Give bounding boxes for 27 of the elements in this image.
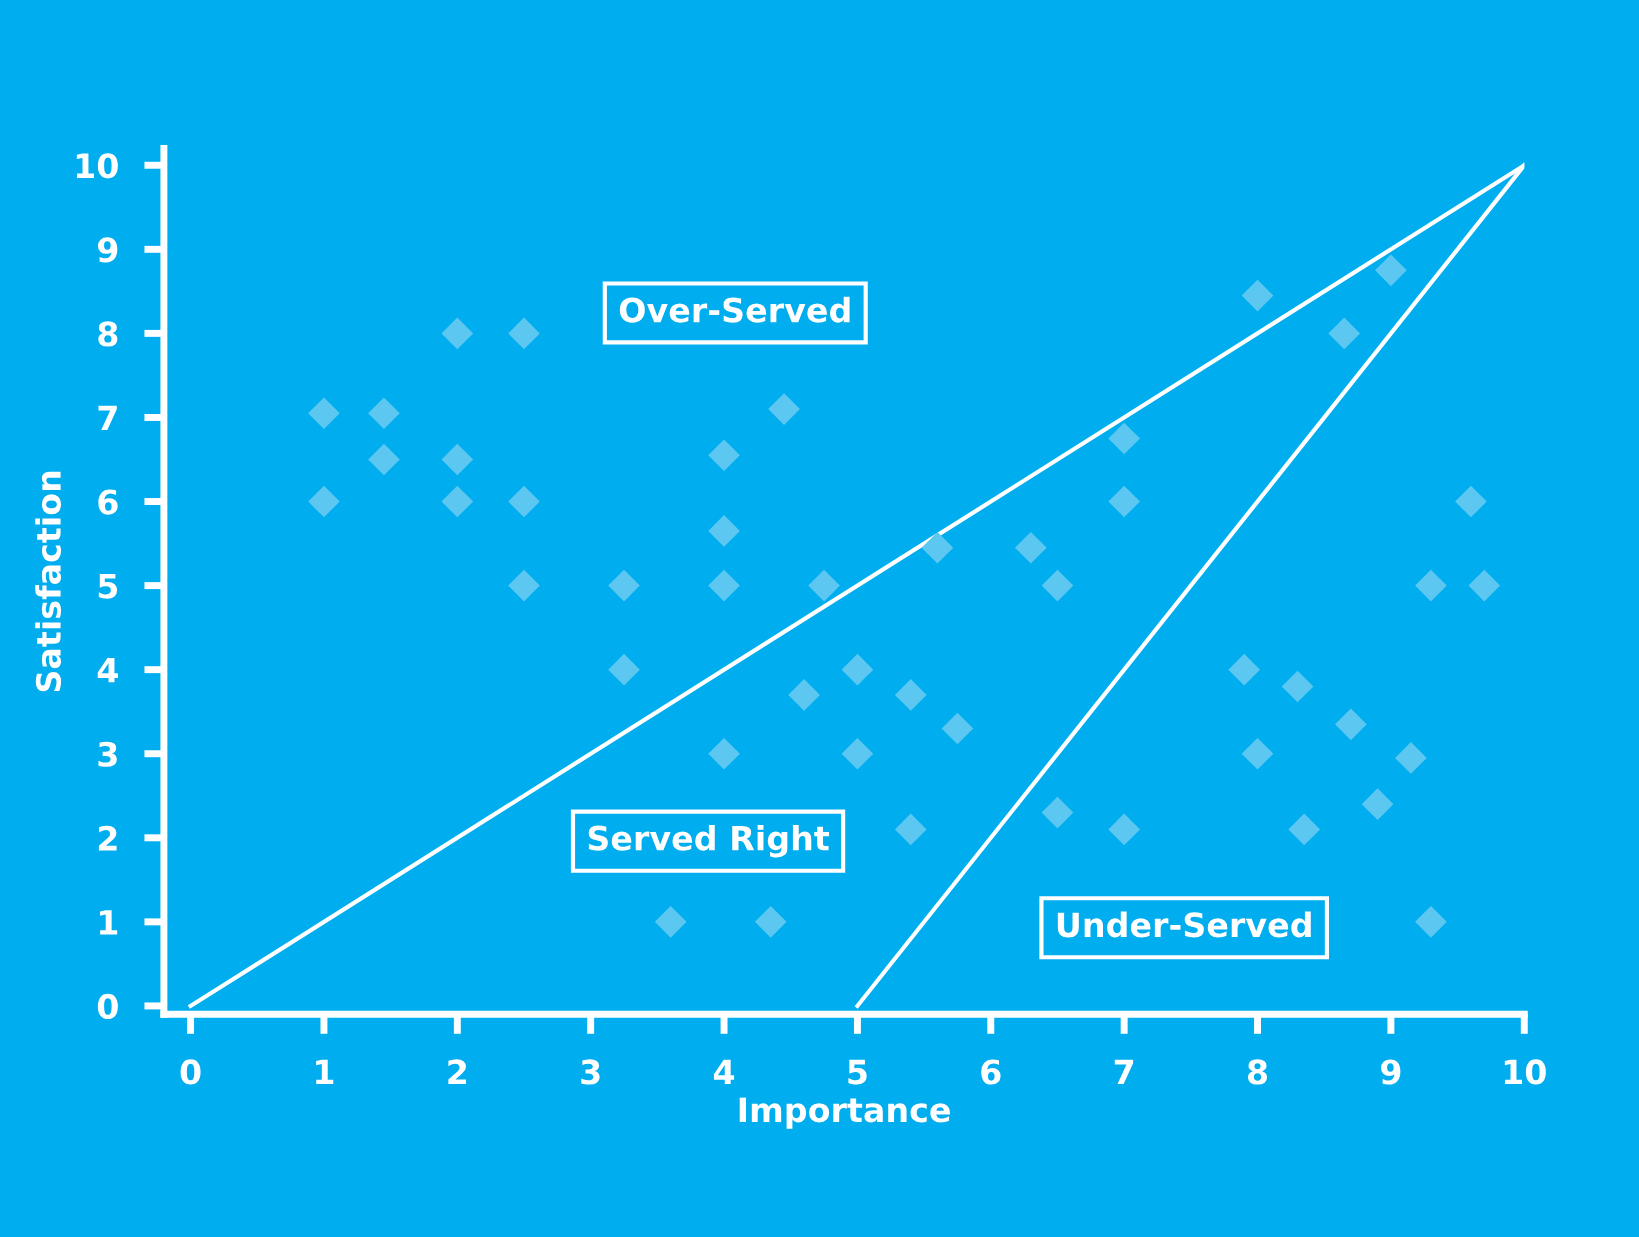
x-tick-label: 2 [448, 1059, 467, 1085]
x-tick-label: 10 [1504, 1059, 1546, 1085]
y-tick-label: 2 [98, 825, 117, 851]
y-tick-label: 0 [97, 993, 118, 1020]
x-tick-label: 0 [180, 1059, 201, 1085]
x-tick-label: 7 [1114, 1059, 1134, 1085]
y-tick-label: 1 [100, 910, 118, 935]
y-tick-label: 3 [98, 741, 117, 767]
y-axis-title: Satisfaction [35, 471, 62, 692]
x-tick-label: 9 [1381, 1059, 1401, 1085]
x-tick-label: 6 [981, 1059, 1001, 1085]
annotation: Over-Served [619, 296, 850, 323]
y-tick-label: 5 [98, 573, 118, 599]
annotation: Under-Served [1057, 911, 1311, 938]
x-axis-title: Importance [739, 1097, 950, 1129]
y-tick-label: 4 [97, 658, 118, 683]
y-tick-label: 7 [98, 405, 117, 431]
y-tick-label: 6 [98, 489, 118, 515]
x-tick-label: 1 [316, 1059, 334, 1085]
x-tick-label: 8 [1247, 1059, 1268, 1085]
y-tick-label: 9 [97, 237, 118, 263]
x-tick-label: 5 [848, 1059, 867, 1085]
y-tick-label: 10 [76, 153, 118, 179]
x-tick-label: 4 [713, 1059, 735, 1085]
annotation: Served Right [588, 824, 830, 858]
y-tick-label: 8 [98, 321, 118, 347]
x-tick-label: 3 [581, 1059, 600, 1085]
